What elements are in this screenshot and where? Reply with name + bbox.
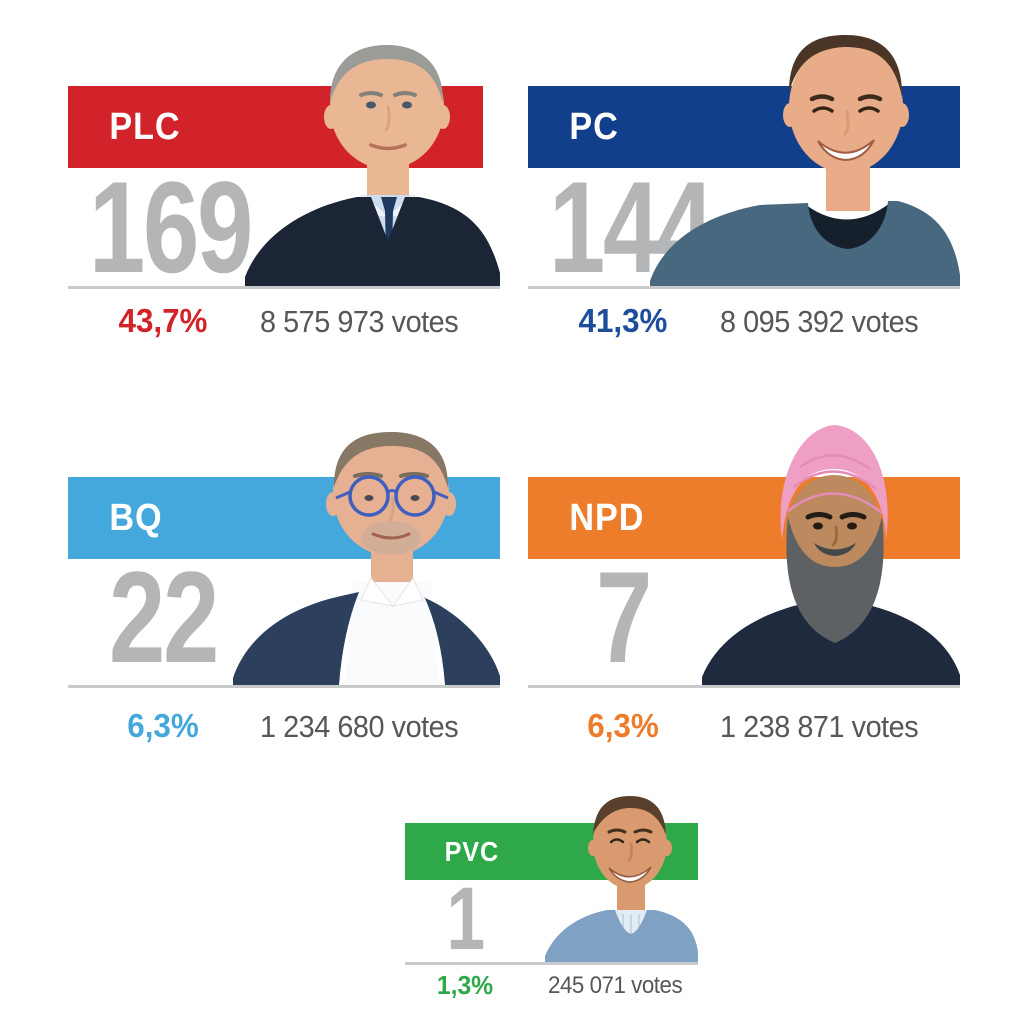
leader-portrait-glasses-open-shirt — [233, 432, 500, 685]
face — [786, 475, 882, 585]
leader-portrait-turban-beard — [702, 425, 960, 685]
vote-percentage: 1,3% — [436, 970, 494, 1000]
blazer — [545, 910, 698, 962]
face — [326, 432, 456, 590]
divider-line — [528, 286, 960, 289]
suit-jacket — [245, 197, 500, 286]
leader-portrait-gray-hair-suit-tie — [245, 45, 500, 286]
seat-count: 7 — [595, 544, 652, 690]
seat-count: 169 — [88, 154, 254, 300]
vote-percentage: 41,3% — [578, 302, 668, 339]
party-card-pc: PC 144 41,3% — [528, 18, 960, 340]
party-card-bq: BQ 22 — [68, 425, 500, 744]
blazer — [233, 592, 500, 685]
vote-percentage: 6,3% — [127, 707, 199, 744]
vote-count: 1 234 680 votes — [260, 709, 459, 744]
turban — [780, 425, 888, 540]
vote-count: 245 071 votes — [548, 972, 683, 999]
vote-count: 8 095 392 votes — [720, 304, 919, 339]
vote-count: 8 575 973 votes — [260, 304, 459, 339]
leader-portrait-smiling-blazer — [650, 35, 960, 286]
party-banner: NPD — [528, 477, 960, 559]
divider-line — [68, 685, 500, 688]
divider-line — [528, 685, 960, 688]
party-card-pvc: PVC 1 — [405, 790, 698, 1012]
open-shirt — [345, 577, 439, 685]
party-abbreviation: PC — [569, 106, 619, 148]
divider-line — [405, 962, 698, 965]
vote-percentage: 43,7% — [118, 302, 208, 339]
party-abbreviation: NPD — [569, 497, 645, 539]
blazer — [650, 201, 960, 286]
party-abbreviation: PVC — [444, 836, 500, 867]
leader-portrait-smiling-short-hair — [545, 796, 698, 962]
vote-percentage: 6,3% — [587, 707, 659, 744]
beard — [786, 517, 884, 643]
face — [783, 35, 909, 211]
party-card-npd: NPD 7 — [528, 425, 960, 744]
party-card-plc: PLC 169 — [68, 18, 500, 340]
suit-jacket — [702, 603, 960, 685]
face — [324, 45, 450, 203]
seat-count: 1 — [446, 868, 485, 968]
party-abbreviation: PLC — [109, 106, 181, 148]
vote-count: 1 238 871 votes — [720, 709, 919, 744]
face — [588, 796, 672, 918]
party-abbreviation: BQ — [109, 497, 163, 539]
seat-count: 22 — [108, 544, 219, 690]
divider-line — [68, 286, 500, 289]
